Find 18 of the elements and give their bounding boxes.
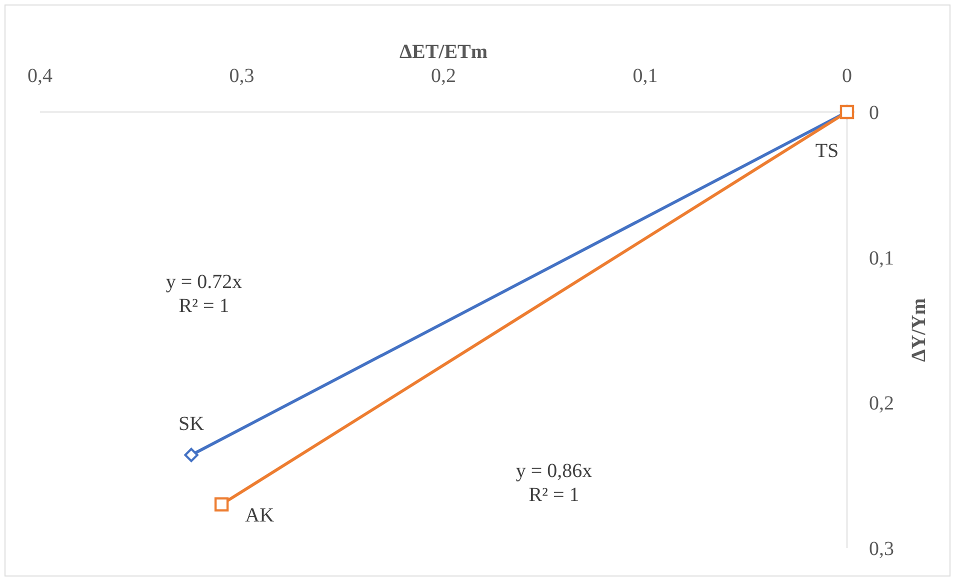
x-tick-label: 0,4 bbox=[28, 65, 52, 87]
y-axis-title: ΔY/Ym bbox=[908, 298, 930, 362]
annotation: AK bbox=[245, 504, 275, 526]
y-tick-label: 0,3 bbox=[869, 538, 894, 560]
annotation: SK bbox=[178, 412, 205, 435]
annotation: y = 0,86x R² = 1 bbox=[516, 460, 592, 506]
point bbox=[214, 497, 229, 512]
x-axis-title: ΔET/ETm bbox=[399, 41, 488, 63]
x-tick-label: 0,1 bbox=[632, 65, 658, 87]
x-tick-label: 0,2 bbox=[431, 65, 456, 87]
y-tick-label: 0,2 bbox=[869, 392, 894, 415]
point bbox=[184, 448, 198, 462]
y-tick-label: 0,1 bbox=[869, 247, 894, 270]
y-tick-label: 0 bbox=[869, 102, 879, 124]
x-tick-label: 0,3 bbox=[229, 65, 254, 87]
annotation: TS bbox=[815, 140, 839, 162]
annotation: y = 0.72x R² = 1 bbox=[166, 271, 242, 317]
x-tick-label: 0 bbox=[842, 65, 852, 87]
